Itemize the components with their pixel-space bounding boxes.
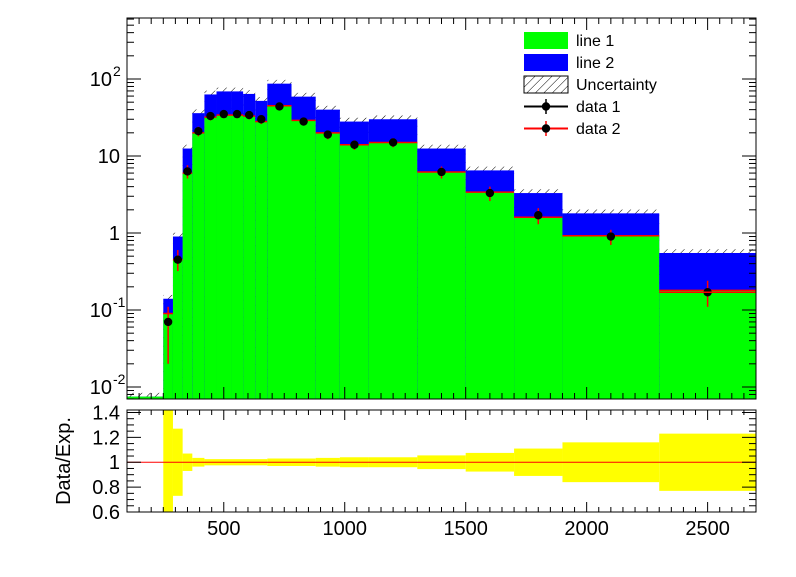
line-1-bin xyxy=(204,117,217,399)
ratio-axis-ticks xyxy=(127,410,757,513)
ratio-y-axis-label: Data/Exp. xyxy=(53,417,75,505)
ratio-y-tick-label: 1.2 xyxy=(92,427,120,449)
line-1-bin xyxy=(368,142,418,399)
data-point xyxy=(606,232,616,241)
legend-swatch xyxy=(524,54,568,71)
x-tick-label: 1000 xyxy=(322,518,367,540)
main-y-tick-label: 1 xyxy=(109,223,120,245)
data-point xyxy=(350,140,359,149)
line-1-bin xyxy=(291,120,316,399)
data-point xyxy=(388,138,398,147)
x-tick-label: 2000 xyxy=(564,518,609,540)
x-tick-labels: 500 1000 1500 2000 2500 xyxy=(207,518,730,540)
data-point xyxy=(244,110,254,120)
ratio-y-tick-label: 1.4 xyxy=(92,402,120,424)
ratio-y-tick-label: 0.8 xyxy=(92,477,120,499)
data-point xyxy=(275,102,284,111)
data-point xyxy=(173,255,183,264)
data-point xyxy=(534,211,543,220)
data-point xyxy=(163,317,173,327)
legend-label: line 1 xyxy=(576,33,614,50)
main-y-tick-exponent: 2 xyxy=(113,63,121,79)
main-y-tick-exponent: -1 xyxy=(113,294,126,310)
line-1-bin xyxy=(243,116,256,399)
ratio-y-tick-labels: 0.6 0.8 1 1.2 1.4 xyxy=(92,402,120,524)
x-tick-label: 1500 xyxy=(443,518,488,540)
legend-label: Uncertainty xyxy=(576,77,657,94)
data-point xyxy=(437,167,446,177)
legend-swatch xyxy=(524,32,568,49)
data-point xyxy=(183,167,192,176)
data-point xyxy=(232,109,242,119)
line-1-bin xyxy=(182,173,193,399)
legend-swatch xyxy=(523,75,569,94)
line-1-bin xyxy=(659,290,756,399)
ratio-band-bin xyxy=(163,410,173,512)
line-1-bin xyxy=(192,132,205,399)
x-tick-label: 2500 xyxy=(685,518,730,540)
line-1-bin xyxy=(339,144,369,399)
ratio-plot: 0.6 0.8 1 1.2 1.4 500 1000 1500 2000 2500 Data/E… xyxy=(53,402,757,540)
data-point xyxy=(194,126,203,136)
legend-marker xyxy=(541,102,551,111)
x-tick-label: 500 xyxy=(207,518,240,540)
data-point xyxy=(299,117,308,126)
line-1-bin xyxy=(514,217,563,399)
ratio-band-layer xyxy=(163,410,756,512)
line-1-bin xyxy=(172,259,183,399)
data-point xyxy=(257,115,266,124)
line-1-bin xyxy=(231,115,244,399)
line-1-bin xyxy=(315,132,340,399)
main-y-tick-label: 10 xyxy=(90,377,112,399)
legend: line 1 line 2 Uncertainty data 1 data 2 xyxy=(523,32,657,138)
legend-label: data 2 xyxy=(576,121,621,138)
line-1-bin xyxy=(417,171,466,399)
line-1-bin xyxy=(216,115,232,399)
line-1-bin xyxy=(127,396,164,399)
main-y-tick-label: 10 xyxy=(98,146,120,168)
main-y-tick-label: 10 xyxy=(90,69,112,91)
data-point xyxy=(219,109,228,119)
legend-marker xyxy=(541,124,551,133)
main-axis-ticks xyxy=(127,18,757,400)
uncertainty-bin xyxy=(127,392,164,399)
data-points-layer xyxy=(163,102,756,364)
legend-label: data 1 xyxy=(576,99,621,116)
line-1-bin xyxy=(562,235,660,399)
line-1-bin xyxy=(465,192,515,399)
main-y-tick-exponent: -2 xyxy=(113,371,126,387)
ratio-y-tick-label: 1 xyxy=(109,452,120,474)
data-point xyxy=(485,188,495,198)
data-point xyxy=(323,130,332,139)
main-y-tick-label: 10 xyxy=(90,300,112,322)
data-point xyxy=(206,111,215,121)
line-1-bin xyxy=(267,105,292,399)
legend-label: line 2 xyxy=(576,55,614,72)
ratio-y-tick-label: 0.6 xyxy=(92,502,120,524)
stack-layer xyxy=(127,83,756,399)
line-1-bin xyxy=(255,121,268,399)
